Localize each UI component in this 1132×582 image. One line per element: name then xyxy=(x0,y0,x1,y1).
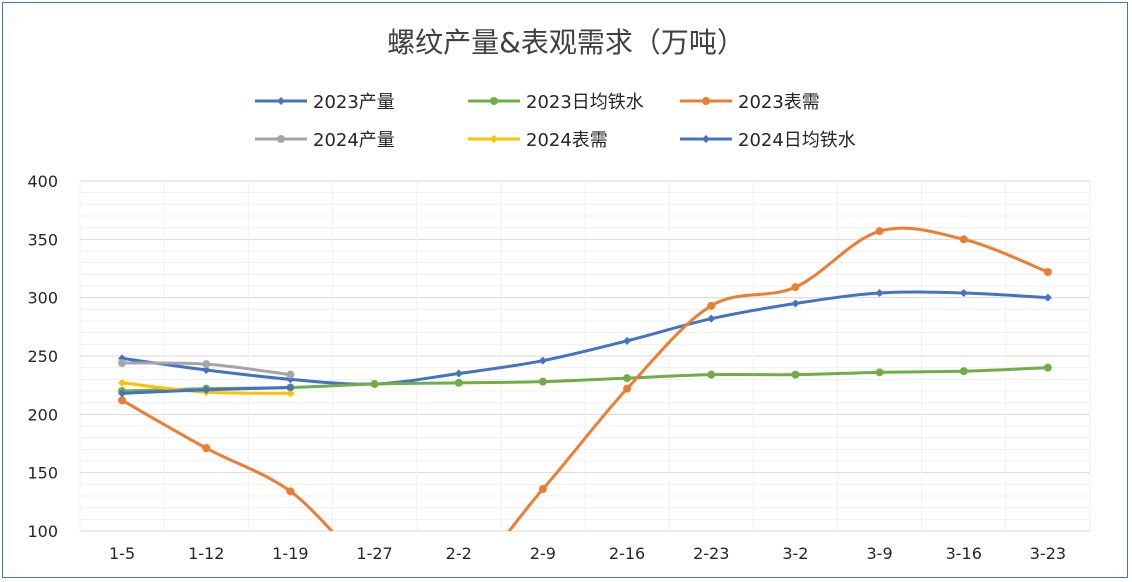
legend-entry[interactable]: 2024日均铁水 xyxy=(680,130,856,151)
data-point xyxy=(202,385,211,394)
data-point xyxy=(1043,293,1052,302)
data-point xyxy=(286,389,295,398)
data-point xyxy=(791,299,800,308)
data-point xyxy=(623,374,632,383)
data-point xyxy=(791,370,800,379)
series-line xyxy=(120,290,1050,386)
x-tick-label: 1-12 xyxy=(188,544,224,563)
legend-marker xyxy=(277,97,285,105)
legend-entry[interactable]: 2023表需 xyxy=(680,92,820,113)
data-point xyxy=(791,283,800,292)
data-point xyxy=(959,235,968,244)
y-tick-label: 350 xyxy=(27,230,58,249)
data-point xyxy=(118,389,127,398)
y-tick-label: 250 xyxy=(27,347,58,366)
data-point xyxy=(286,370,295,379)
data-point xyxy=(707,314,716,323)
data-point xyxy=(707,301,716,310)
x-tick-label: 1-5 xyxy=(109,544,135,563)
data-point xyxy=(1043,363,1052,372)
y-axis-ticks: 100 150 200 250 300 350 400 xyxy=(27,172,58,541)
series-2024产量 xyxy=(118,359,295,379)
series-layer xyxy=(118,226,1052,582)
data-point xyxy=(623,336,632,345)
gridlines xyxy=(79,180,1091,532)
data-point xyxy=(202,444,211,453)
data-point xyxy=(371,564,379,572)
data-point xyxy=(1043,268,1052,276)
legend: 2023产量 2023日均铁水 2023表需 2024产量 2024表需 2024日均铁水 xyxy=(255,92,856,151)
data-point xyxy=(875,289,884,297)
x-axis-ticks: 1-5 1-12 1-19 1-27 2-2 2-9 2-16 2-23 3-2 3-9 3-16 3… xyxy=(109,544,1066,563)
data-point xyxy=(538,356,547,365)
data-point xyxy=(454,369,463,378)
legend-label: 2024表需 xyxy=(526,130,608,151)
x-tick-label: 2-9 xyxy=(530,544,556,563)
legend-entry[interactable]: 2023产量 xyxy=(255,92,395,113)
x-tick-label: 3-2 xyxy=(782,544,808,563)
chart-title: 螺纹产量&表观需求（万吨） xyxy=(387,26,745,59)
data-point xyxy=(202,360,211,369)
data-point xyxy=(118,396,127,405)
legend-label: 2023日均铁水 xyxy=(526,92,644,113)
x-tick-label: 1-19 xyxy=(272,544,308,563)
x-tick-label: 2-16 xyxy=(609,544,645,563)
legend-marker xyxy=(702,135,710,143)
legend-marker xyxy=(702,97,710,105)
y-tick-label: 300 xyxy=(27,289,58,308)
data-point xyxy=(118,359,127,367)
data-point xyxy=(286,487,295,496)
x-tick-label: 3-23 xyxy=(1030,544,1066,563)
legend-marker xyxy=(490,135,498,143)
legend-label: 2023表需 xyxy=(738,92,820,113)
y-tick-label: 100 xyxy=(27,522,58,541)
data-point xyxy=(959,367,968,376)
data-point xyxy=(707,370,716,379)
data-point xyxy=(538,377,547,386)
series-2024日均铁水 xyxy=(118,383,295,398)
legend-entry[interactable]: 2023日均铁水 xyxy=(468,92,644,113)
x-tick-label: 3-16 xyxy=(946,544,982,563)
y-tick-label: 400 xyxy=(27,172,58,191)
data-point xyxy=(286,383,295,392)
legend-marker xyxy=(277,135,285,143)
x-tick-label: 2-23 xyxy=(693,544,729,563)
legend-entry[interactable]: 2024表需 xyxy=(468,130,608,151)
x-tick-label: 1-27 xyxy=(356,544,392,563)
x-tick-label: 3-9 xyxy=(867,544,893,563)
legend-label: 2024日均铁水 xyxy=(738,130,856,151)
x-tick-label: 2-2 xyxy=(446,544,472,563)
y-tick-label: 150 xyxy=(27,464,58,483)
legend-entry[interactable]: 2024产量 xyxy=(255,130,395,151)
data-point xyxy=(623,384,632,393)
y-tick-label: 200 xyxy=(27,405,58,424)
data-point xyxy=(455,576,463,582)
series-2023表需 xyxy=(118,226,1052,582)
data-point xyxy=(202,366,211,374)
legend-label: 2023产量 xyxy=(313,92,395,113)
data-point xyxy=(370,380,379,388)
legend-marker xyxy=(490,97,498,105)
data-point xyxy=(118,378,127,387)
legend-label: 2024产量 xyxy=(313,130,395,151)
data-point xyxy=(875,227,884,236)
data-point xyxy=(454,378,463,387)
data-point xyxy=(875,368,884,377)
data-point xyxy=(959,289,968,297)
data-point xyxy=(538,485,547,493)
